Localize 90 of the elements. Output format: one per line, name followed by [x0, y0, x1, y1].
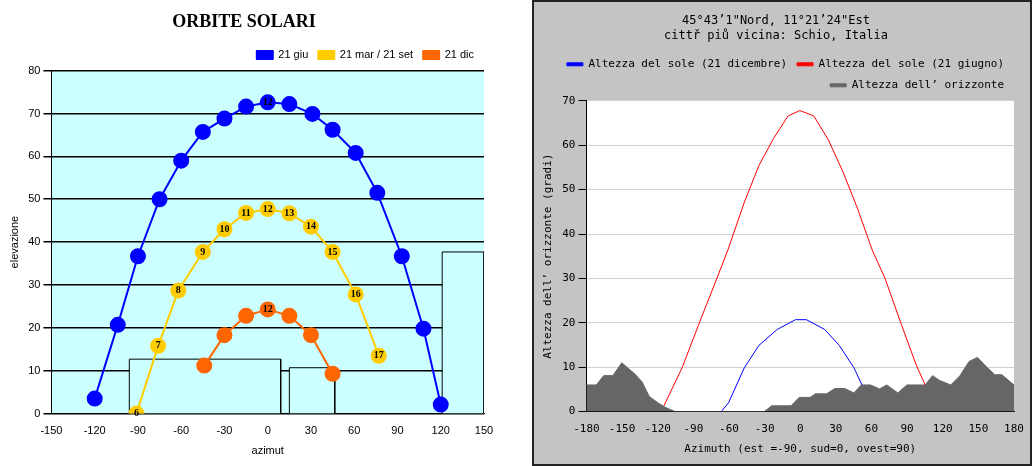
x-tick-label: 60	[348, 424, 361, 437]
legend-label: Altezza del sole (21 giugno)	[818, 57, 1005, 71]
point	[369, 184, 386, 201]
y-tick-label: 10	[28, 363, 41, 376]
y-tick-label: 20	[562, 315, 576, 329]
point	[238, 307, 255, 324]
annotation: 13	[284, 206, 295, 218]
x-tick-label: 30	[829, 422, 843, 436]
point	[129, 248, 146, 265]
point	[302, 327, 319, 344]
legend-label: 21 mar / 21 set	[339, 48, 414, 61]
point	[281, 96, 298, 113]
point	[194, 123, 211, 140]
x-tick-label: 60	[864, 422, 879, 436]
chart-title: 45°43’1"Nord, 11°21’24"Est	[682, 13, 870, 28]
x-tick-label: 150	[474, 424, 494, 437]
y-tick-label: 30	[28, 278, 41, 291]
point	[432, 396, 449, 413]
annotation: 12	[262, 202, 273, 214]
y-tick-label: 0	[34, 406, 41, 419]
point	[216, 327, 233, 344]
x-tick-label: -60	[173, 424, 190, 437]
x-tick-label: 90	[900, 422, 914, 436]
x-tick-label: -30	[216, 424, 233, 437]
x-axis-title: azimut	[251, 444, 284, 457]
point	[216, 110, 233, 127]
y-axis-title: Altezza dell’ orizzonte (gradi)	[541, 153, 555, 359]
y-tick-label: 40	[562, 226, 576, 240]
x-tick-label: -150	[40, 424, 63, 437]
annotation: 14	[305, 220, 316, 232]
point	[151, 191, 168, 208]
y-tick-label: 40	[28, 235, 41, 248]
y-tick-label: 60	[28, 149, 41, 162]
x-axis-title: Azimuth (est =-90, sud=0, ovest=90)	[684, 442, 917, 456]
x-tick-label: -60	[719, 422, 739, 436]
annotation: 9	[200, 245, 206, 257]
y-tick-label: 50	[28, 192, 41, 205]
x-tick-label: -180	[573, 422, 600, 436]
annotation: 10	[219, 222, 230, 234]
point	[86, 390, 103, 407]
x-tick-label: 180	[1004, 422, 1024, 436]
annotation: 6	[134, 407, 140, 419]
point	[324, 121, 341, 138]
chart-title: ORBITE SOLARI	[172, 11, 316, 32]
x-tick-label: -30	[754, 422, 775, 436]
y-tick-label: 30	[562, 271, 576, 285]
x-tick-label: 150	[968, 422, 989, 436]
point	[173, 152, 190, 169]
point	[281, 307, 298, 324]
x-tick-label: 0	[264, 424, 271, 437]
annotation: 12	[262, 95, 273, 107]
point	[415, 320, 432, 337]
annotation: 8	[175, 284, 181, 296]
x-tick-label: -90	[130, 424, 146, 437]
y-tick-label: 80	[28, 63, 41, 76]
point	[238, 98, 255, 115]
y-tick-label: 10	[562, 360, 576, 374]
point	[196, 357, 213, 374]
x-tick-label: 30	[304, 424, 318, 437]
y-tick-label: 70	[28, 106, 41, 119]
x-tick-label: -90	[683, 422, 704, 436]
x-tick-label: -120	[83, 424, 106, 437]
x-tick-label: 120	[932, 422, 953, 436]
y-tick-label: 50	[562, 182, 576, 196]
x-tick-label: 90	[391, 424, 404, 437]
x-tick-label: -150	[608, 422, 636, 436]
annotation: 7	[155, 339, 161, 351]
annotation: 11	[241, 206, 251, 218]
point	[324, 365, 341, 382]
legend-label: 21 giu	[278, 48, 309, 61]
y-tick-label: 70	[562, 93, 576, 107]
y-tick-label: 0	[568, 404, 576, 418]
point	[393, 248, 410, 265]
annotation: 17	[373, 349, 384, 361]
y-tick-label: 60	[562, 138, 576, 152]
legend-label: Altezza del sole (21 dicembre)	[588, 57, 788, 71]
point	[109, 316, 126, 333]
legend-label: Altezza dell’ orizzonte	[851, 78, 1005, 92]
annotation: 12	[262, 302, 273, 314]
point	[304, 105, 321, 122]
legend-label: 21 dic	[444, 48, 475, 61]
point	[347, 144, 364, 161]
x-tick-label: 120	[431, 424, 450, 437]
annotation: 16	[350, 287, 361, 299]
y-tick-label: 20	[28, 320, 41, 333]
x-tick-label: -120	[644, 422, 671, 436]
annotation: 15	[327, 245, 338, 257]
x-tick-label: 0	[796, 422, 804, 436]
chart-subtitle: cittř piů vicina: Schio, Italia	[664, 27, 888, 42]
y-axis-title: elevazione	[7, 215, 20, 269]
